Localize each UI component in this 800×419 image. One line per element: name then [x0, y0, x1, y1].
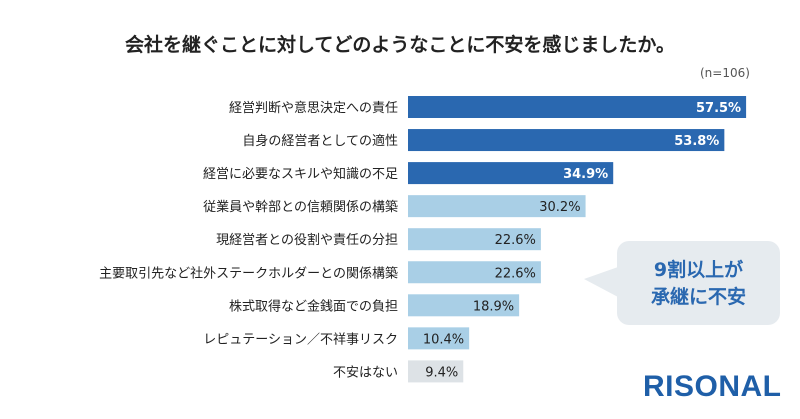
bar [408, 261, 541, 284]
bar [408, 96, 747, 118]
value-label: 9.4% [425, 365, 458, 380]
category-label: レピュテーション／不祥事リスク [203, 332, 398, 347]
category-label: 従業員や幹部との信頼関係の構築 [203, 199, 398, 215]
category-label: 経営判断や意思決定への責任 [229, 100, 398, 116]
bar [408, 129, 725, 152]
category-label: 不安はない [333, 365, 398, 380]
bar [408, 195, 586, 218]
value-label: 10.4% [423, 332, 464, 347]
bar [408, 162, 614, 185]
value-label: 53.8% [674, 134, 719, 149]
value-label: 34.9% [563, 167, 608, 182]
risonal-logo: RISONAL [643, 370, 782, 403]
callout-line: 承継に不安 [650, 286, 746, 308]
callout-line: 9割以上が [653, 259, 744, 281]
bar [408, 360, 464, 383]
value-label: 22.6% [495, 233, 536, 248]
category-label: 現経営者との役割や責任の分担 [216, 232, 398, 248]
bar [408, 294, 520, 317]
callout-bubble: 9割以上が承継に不安 [584, 241, 780, 325]
value-label: 18.9% [473, 299, 514, 314]
category-label: 経営に必要なスキルや知識の不足 [203, 166, 398, 182]
bar [408, 327, 470, 350]
value-label: 22.6% [495, 266, 536, 281]
value-label: 30.2% [539, 200, 580, 215]
bar [408, 228, 541, 251]
sample-size: (n=106) [700, 66, 750, 80]
category-label: 株式取得など金銭面での負担 [229, 298, 398, 314]
category-label: 自身の経営者としての適性 [242, 133, 398, 149]
category-label: 主要取引先など社外ステークホルダーとの関係構築 [99, 265, 398, 281]
chart-title: 会社を継ぐことに対してどのようなことに不安を感じましたか。 [124, 34, 676, 56]
value-label: 57.5% [696, 101, 741, 116]
